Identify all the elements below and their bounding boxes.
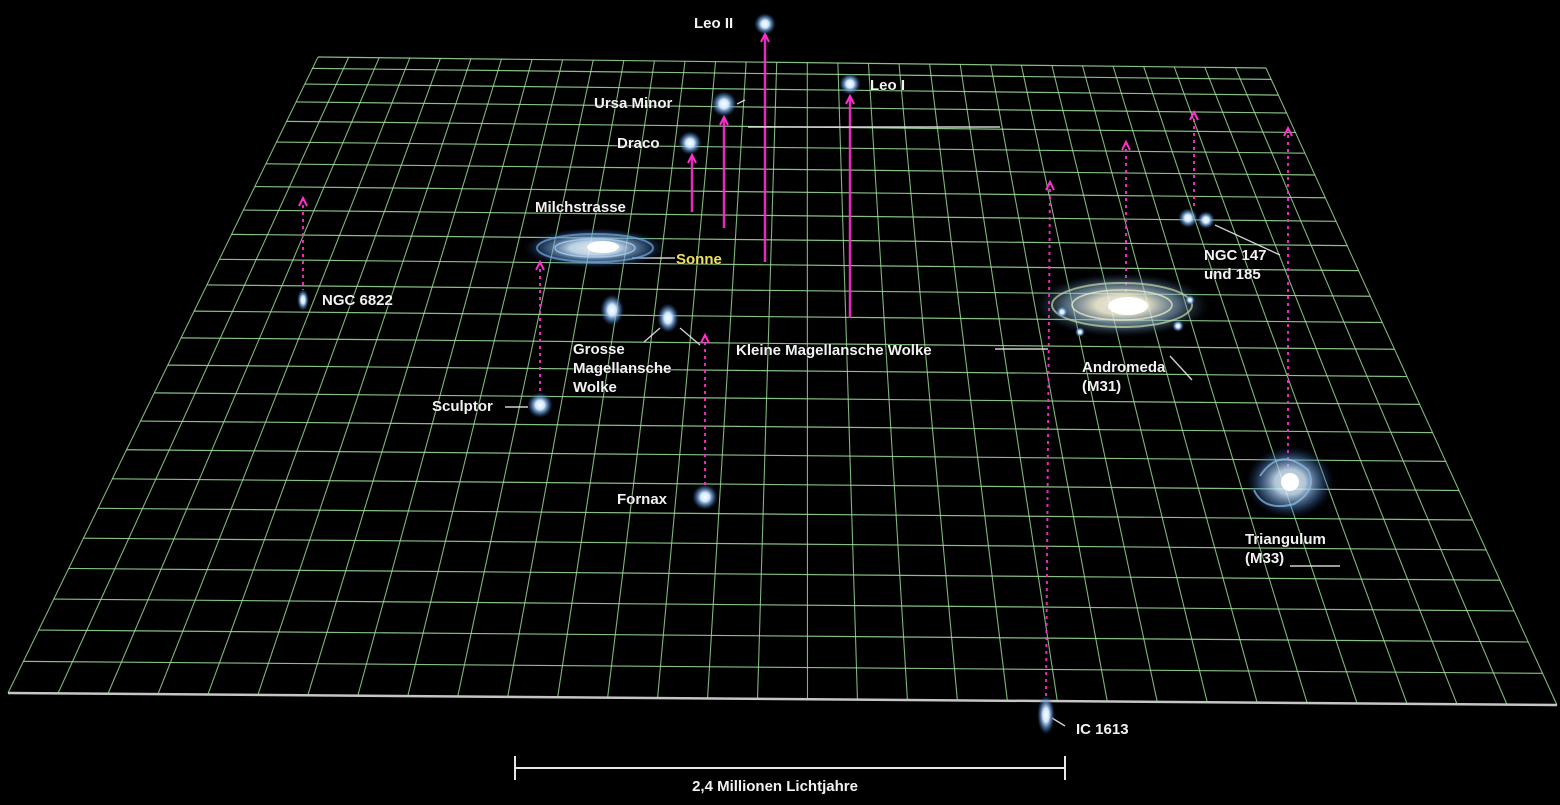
grid-row-line [304, 83, 1279, 96]
grid-column-line [756, 62, 778, 699]
milky-way-galaxy [523, 228, 667, 268]
drop-line-arrowhead [1121, 139, 1131, 151]
drop-line-arrowhead [687, 152, 697, 164]
grid-column-line [657, 61, 717, 699]
grid-column-line [867, 63, 908, 701]
grid-column-line [898, 63, 958, 701]
grid-column-line [207, 58, 441, 695]
grid-column-line [1265, 67, 1558, 706]
perspective-grid [7, 56, 1558, 707]
grid-column-line [357, 59, 533, 696]
grid-row-line [181, 337, 1395, 350]
label-ngc-6822: NGC 6822 [322, 292, 393, 309]
grid-row-line [112, 478, 1460, 492]
grid-column-line [307, 58, 503, 696]
grid-row-line [83, 537, 1487, 551]
drop-line-arrowhead [845, 93, 855, 105]
grid-row-line [140, 420, 1433, 434]
grid-column-line [1020, 65, 1158, 703]
grid-column-line [1112, 66, 1308, 704]
grid-row-line [254, 185, 1326, 199]
label-sculptor: Sculptor [432, 398, 493, 415]
scale-bar-label: 2,4 Millionen Lichtjahre [692, 778, 858, 795]
grid-column-line [7, 56, 319, 694]
drop-line [1045, 181, 1051, 697]
leader-line [1169, 355, 1193, 381]
grid-row-line [38, 629, 1529, 643]
grid-row-line [126, 449, 1446, 462]
grid-row-line [7, 691, 1558, 707]
label-leo-i: Leo I [870, 77, 906, 94]
grid-row-line [276, 141, 1305, 154]
small-galaxies [297, 13, 1215, 735]
grid-row-line [219, 258, 1359, 272]
grid-column-line [407, 59, 564, 697]
grid-column-line [1051, 65, 1208, 703]
grid-column-line [1204, 67, 1458, 705]
grid-column-line [457, 60, 594, 697]
drop-line-arrowhead [298, 195, 308, 207]
grid-row-line [317, 56, 1267, 69]
grid-column-line [959, 64, 1058, 702]
grid-row-line [312, 67, 1272, 80]
grid-column-line [107, 57, 380, 694]
label-triangulum: Triangulum (M33) [1245, 531, 1326, 567]
label-fornax: Fornax [617, 491, 668, 508]
grid-column-line [507, 60, 625, 697]
label-ngc-147-185: NGC 147 und 185 [1204, 247, 1267, 283]
label-ic-1613: IC 1613 [1076, 721, 1129, 738]
drop-line-arrowhead [700, 332, 710, 344]
drop-line-arrowhead [1045, 179, 1055, 191]
leader-line [679, 327, 701, 346]
label-grosse-magellansche-wolke: Grosse Magellansche Wolke [573, 341, 672, 396]
grid-row-line [231, 233, 1348, 247]
grid-row-line [154, 392, 1420, 405]
triangulum-galaxy [1246, 446, 1334, 518]
grid-column-line [990, 64, 1108, 702]
grid-column-line [1143, 66, 1358, 704]
andromeda-galaxy [1034, 273, 1210, 337]
grid-row-line [243, 209, 1337, 222]
leader-line [1214, 224, 1281, 256]
scale-bar [514, 756, 1066, 780]
grid-column-line [57, 57, 350, 694]
label-andromeda: Andromeda (M31) [1082, 359, 1166, 395]
grid-row-line [68, 567, 1501, 581]
label-ursa-minor: Ursa Minor [594, 95, 673, 112]
label-draco: Draco [617, 135, 660, 152]
drop-line-arrowhead [1283, 125, 1293, 137]
grid-row-line [53, 598, 1515, 612]
grid-row-line [265, 163, 1315, 176]
grid-column-line [157, 57, 411, 695]
grid-column-line [607, 61, 686, 698]
label-leo-ii: Leo II [694, 15, 734, 32]
grid-column-line [706, 61, 747, 699]
drop-line-arrowhead [1189, 109, 1199, 121]
grid-column-line [837, 63, 859, 700]
label-milchstrasse: Milchstrasse [535, 199, 626, 216]
grid-column-line [929, 64, 1008, 701]
grid-column-line [1081, 65, 1258, 703]
drop-lines [298, 31, 1293, 697]
grid-column-line [257, 58, 472, 696]
grid-row-line [167, 364, 1407, 378]
grid-column-line [557, 60, 655, 698]
leader-line [643, 327, 661, 343]
grid-column-line [1173, 66, 1408, 705]
grid-row-line [98, 507, 1473, 521]
drop-line-arrowhead [535, 259, 545, 271]
grid-row-line [23, 660, 1543, 674]
grid-column-line [1234, 67, 1508, 705]
label-sonne: Sonne [676, 251, 722, 268]
grid-row-line [296, 101, 1287, 114]
leader-line [736, 99, 746, 105]
label-kleine-magellansche-wolke: Kleine Magellansche Wolke [736, 342, 932, 359]
